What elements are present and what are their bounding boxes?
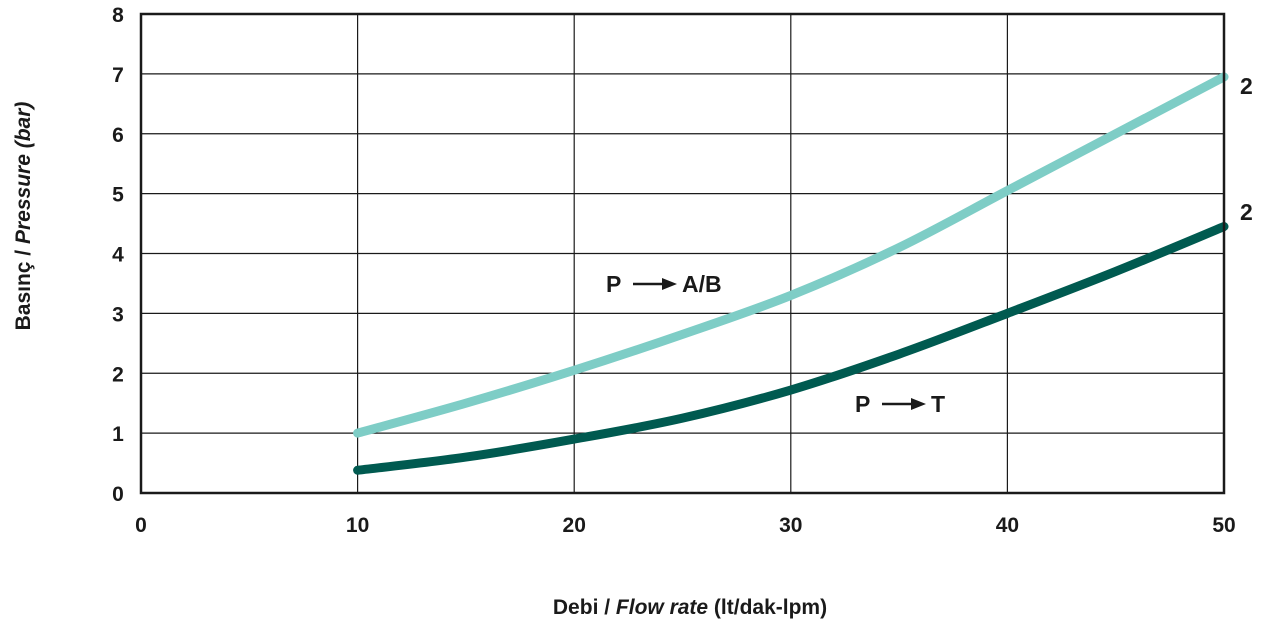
y-tick-label: 0 <box>112 483 124 506</box>
x-axis-title-suffix: (lt/dak-lpm) <box>708 596 827 619</box>
y-tick-label: 5 <box>112 184 124 207</box>
annotation-p-to-t: P T <box>855 391 945 417</box>
y-tick-label: 1 <box>112 423 124 446</box>
grid-layer <box>141 14 1224 493</box>
series-layer <box>353 72 1229 475</box>
y-tick-label: 3 <box>112 303 124 326</box>
x-tick-label: 20 <box>563 514 586 537</box>
y-axis-title-prefix: Basınç / <box>12 244 35 330</box>
x-axis-title-prefix: Debi / <box>553 596 616 619</box>
x-tick-label: 10 <box>346 514 369 537</box>
x-tick-label: 40 <box>996 514 1019 537</box>
y-tick-label: 8 <box>112 4 124 27</box>
y-tick-label: 7 <box>112 64 124 87</box>
annotation-p-to-t-lead: P <box>855 391 870 417</box>
plot-frame <box>139 12 1226 495</box>
series-line-p-to-t <box>353 222 1229 475</box>
y-tick-label: 2 <box>112 363 124 386</box>
annotation-p-to-t-tail: T <box>931 391 945 417</box>
annotation-p-to-t-arrow-head <box>911 398 926 410</box>
y-axis-title-suffix: (bar) <box>12 102 35 155</box>
series-end-label-pt: 2 <box>1240 199 1253 225</box>
y-axis-title: Basınç / Pressure (bar) <box>12 102 35 331</box>
annotation-p-to-ab-tail: A/B <box>682 271 722 297</box>
series-end-label-pab: 2 <box>1240 73 1253 99</box>
annotation-p-to-ab: P A/B <box>606 271 722 297</box>
x-axis-title-italic: Flow rate <box>616 596 709 619</box>
annotation-p-to-ab-lead: P <box>606 271 621 297</box>
x-tick-label: 30 <box>779 514 802 537</box>
y-tick-label: 4 <box>112 244 124 267</box>
y-axis-title-italic: Pressure <box>12 154 35 244</box>
tick-layer: 0 1 2 3 4 5 6 7 8 0 10 20 30 40 50 <box>112 4 1236 537</box>
y-tick-label: 6 <box>112 124 124 147</box>
x-tick-label: 50 <box>1212 514 1235 537</box>
x-axis-title: Debi / Flow rate (lt/dak-lpm) <box>553 596 827 619</box>
annotation-p-to-ab-arrow-head <box>662 278 677 290</box>
x-tick-label: 0 <box>135 514 147 537</box>
series-line-p-to-ab <box>353 72 1229 438</box>
